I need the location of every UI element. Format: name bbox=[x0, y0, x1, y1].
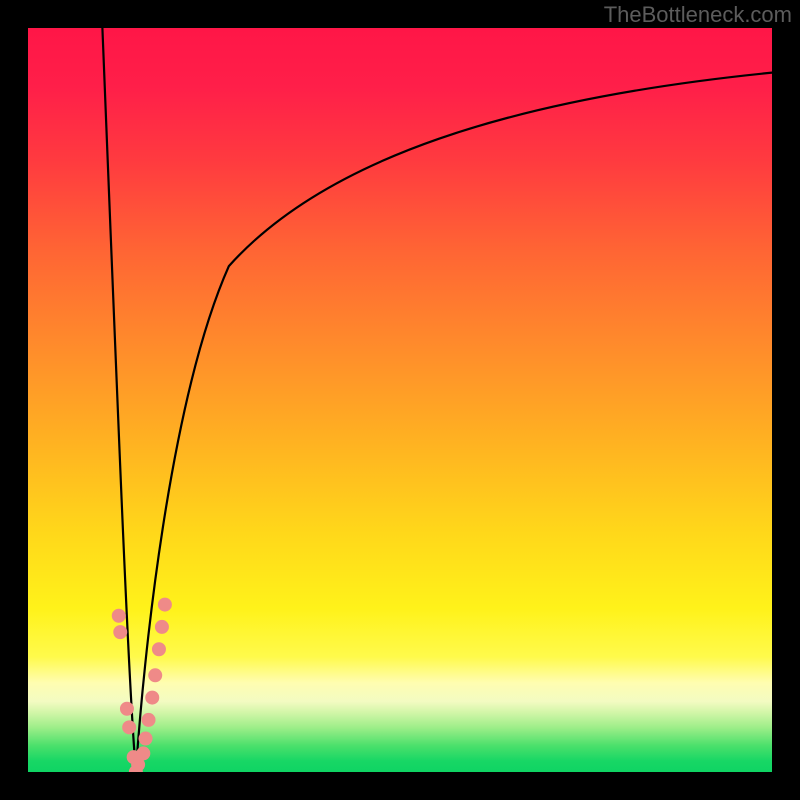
data-marker bbox=[158, 598, 171, 611]
data-marker bbox=[142, 713, 155, 726]
data-marker bbox=[152, 643, 165, 656]
data-marker bbox=[112, 609, 125, 622]
data-marker bbox=[123, 721, 136, 734]
data-marker bbox=[149, 669, 162, 682]
plot-background bbox=[28, 28, 772, 772]
data-marker bbox=[155, 620, 168, 633]
bottleneck-chart bbox=[0, 0, 800, 800]
watermark-text: TheBottleneck.com bbox=[604, 2, 792, 28]
data-marker bbox=[120, 702, 133, 715]
data-marker bbox=[146, 691, 159, 704]
data-marker bbox=[139, 732, 152, 745]
chart-stage: TheBottleneck.com bbox=[0, 0, 800, 800]
data-marker bbox=[114, 626, 127, 639]
data-marker bbox=[137, 747, 150, 760]
